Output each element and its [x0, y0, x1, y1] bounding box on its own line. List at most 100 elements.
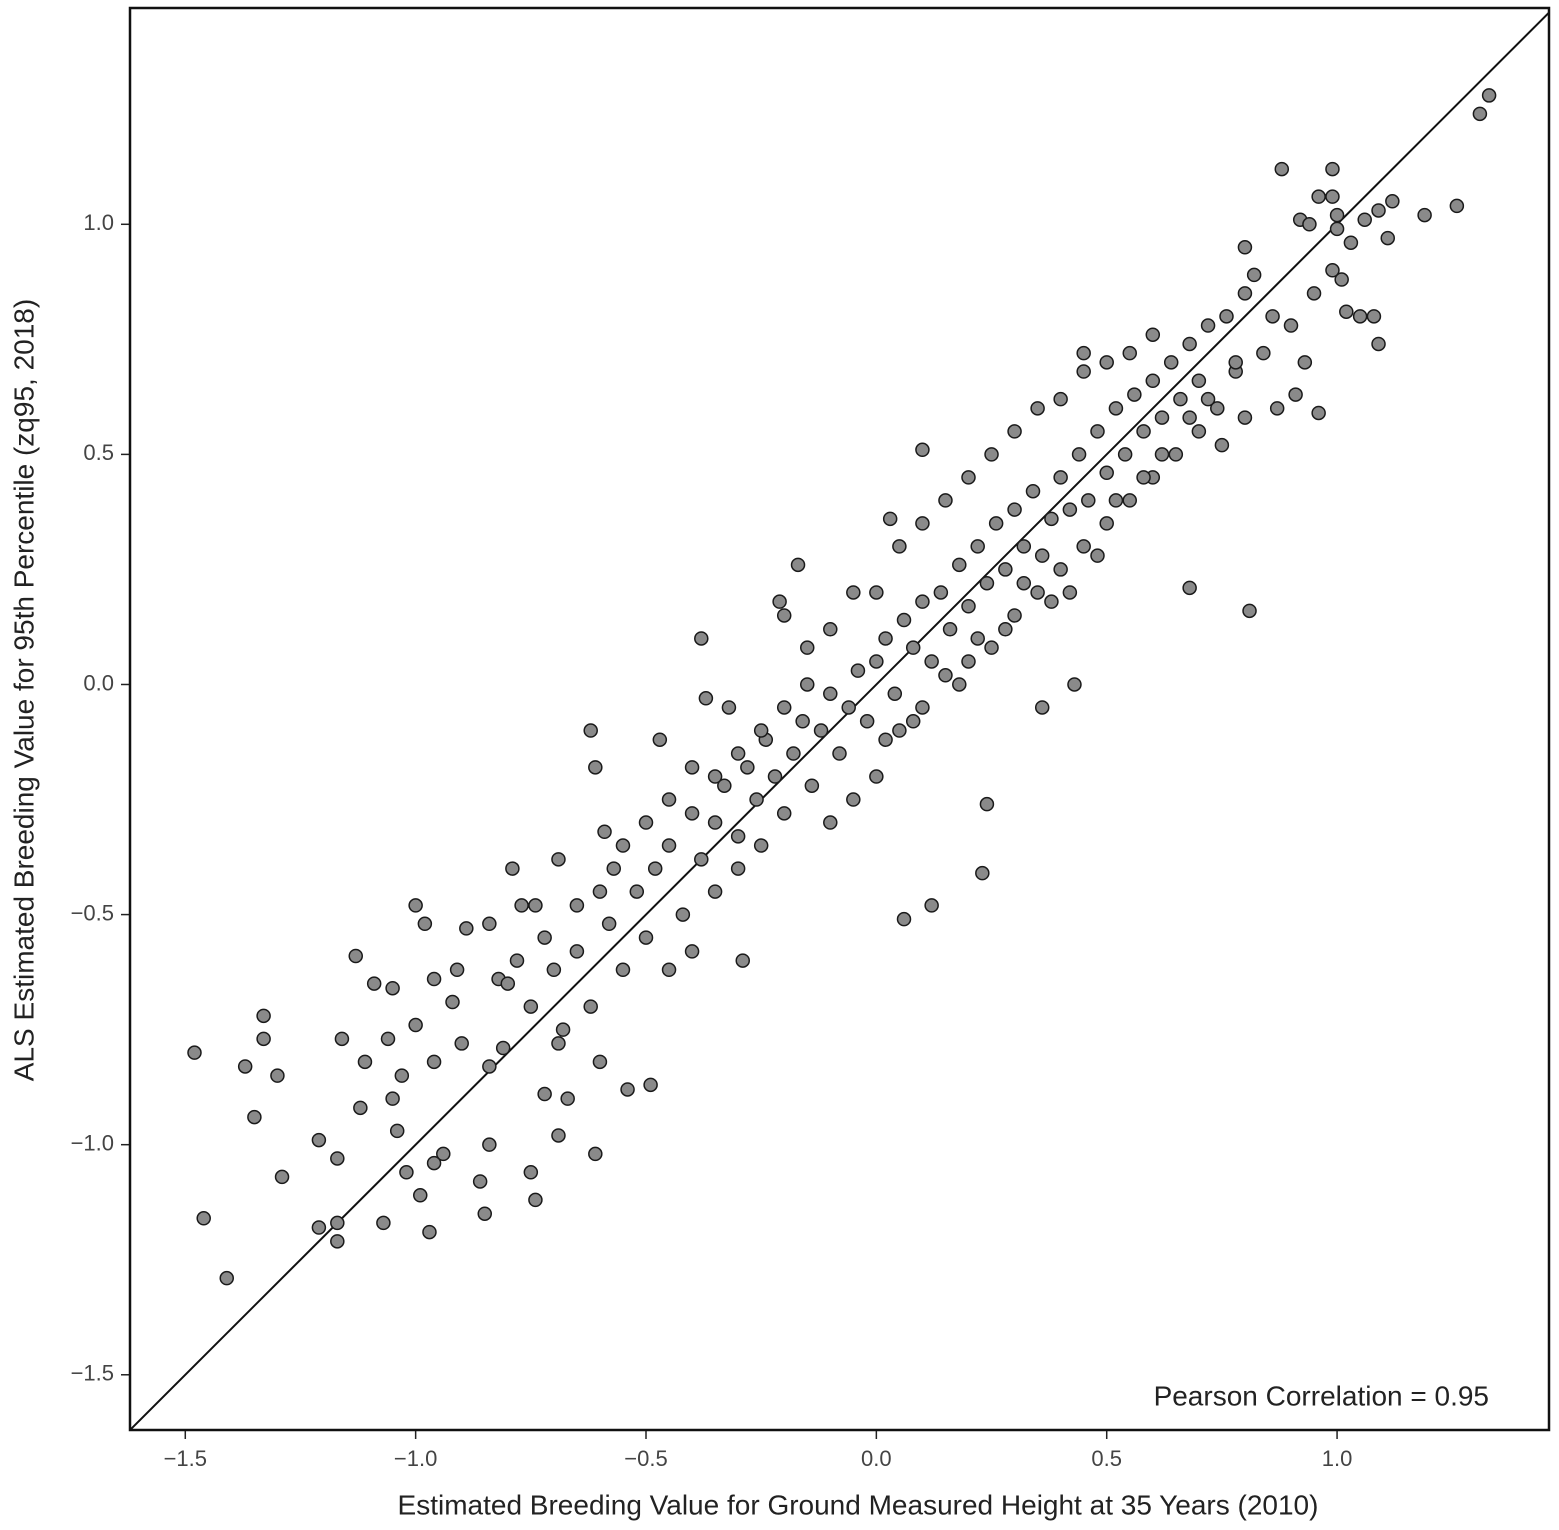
- point: [961, 599, 976, 614]
- point: [1311, 189, 1326, 204]
- point: [776, 608, 792, 623]
- point: [1297, 355, 1313, 370]
- point: [408, 1017, 423, 1033]
- x-axis-title: Estimated Breeding Value for Ground Meas…: [398, 1489, 1319, 1520]
- point: [1237, 286, 1253, 301]
- point: [1242, 603, 1257, 619]
- y-tick-label: −0.5: [71, 900, 114, 925]
- point: [1283, 318, 1299, 333]
- point: [256, 1031, 271, 1047]
- point: [1030, 401, 1045, 416]
- point: [477, 1206, 492, 1221]
- point: [795, 714, 810, 729]
- point: [505, 861, 520, 876]
- point: [1062, 502, 1078, 517]
- point: [988, 516, 1004, 531]
- point: [560, 1091, 575, 1106]
- point: [1076, 345, 1091, 361]
- point: [472, 1174, 488, 1189]
- point: [813, 723, 829, 738]
- point: [694, 852, 709, 867]
- point: [1237, 410, 1253, 425]
- point: [1099, 516, 1114, 531]
- y-tick-label: 1.0: [83, 210, 114, 235]
- point: [905, 640, 921, 655]
- point: [896, 911, 912, 927]
- point: [749, 792, 764, 807]
- point: [436, 1146, 451, 1162]
- point: [675, 907, 691, 922]
- point: [1200, 391, 1216, 407]
- point: [569, 944, 585, 959]
- point: [979, 575, 995, 591]
- y-tick-label: 0.5: [83, 440, 114, 465]
- point: [1306, 286, 1322, 301]
- point: [647, 861, 663, 876]
- point: [445, 994, 460, 1010]
- point: [1237, 240, 1253, 255]
- point: [869, 585, 884, 600]
- point: [1311, 405, 1326, 421]
- point: [730, 829, 746, 844]
- point: [970, 539, 985, 554]
- point: [823, 622, 838, 637]
- point: [537, 1086, 552, 1102]
- point: [1136, 470, 1151, 485]
- point: [1099, 355, 1114, 370]
- point: [426, 1054, 442, 1070]
- point: [1044, 511, 1059, 527]
- point: [1288, 387, 1303, 402]
- point: [1366, 309, 1382, 324]
- point: [1007, 424, 1022, 439]
- point: [1302, 217, 1317, 232]
- point: [187, 1045, 202, 1060]
- point: [1154, 410, 1170, 425]
- point: [274, 1169, 290, 1185]
- point: [588, 1146, 603, 1162]
- point: [684, 944, 700, 959]
- point: [1339, 304, 1354, 319]
- point: [357, 1054, 373, 1070]
- point: [1025, 483, 1041, 499]
- point: [1099, 465, 1114, 481]
- point: [1081, 493, 1096, 508]
- point: [376, 1215, 391, 1231]
- point: [454, 1036, 469, 1051]
- point: [426, 1155, 442, 1171]
- point: [638, 930, 654, 945]
- point: [551, 852, 566, 867]
- point: [389, 1123, 405, 1139]
- point: [915, 516, 930, 531]
- point: [1269, 401, 1285, 416]
- point: [330, 1234, 345, 1249]
- point: [413, 1188, 428, 1203]
- point: [426, 971, 442, 987]
- point: [804, 778, 820, 793]
- point: [583, 999, 598, 1014]
- point: [528, 1192, 543, 1208]
- point: [924, 898, 939, 913]
- point: [887, 686, 903, 701]
- point: [1154, 447, 1170, 462]
- point: [1007, 608, 1022, 623]
- point: [694, 631, 709, 646]
- point: [721, 700, 737, 715]
- point: [1371, 203, 1386, 218]
- point: [523, 1165, 539, 1180]
- point: [366, 976, 382, 991]
- point: [422, 1224, 437, 1240]
- plot-area: [130, 11, 1549, 1430]
- point: [528, 898, 543, 913]
- point: [247, 1109, 262, 1125]
- point: [776, 700, 792, 715]
- point: [601, 916, 617, 932]
- point: [800, 677, 815, 692]
- point: [551, 1128, 566, 1143]
- y-tick-label: −1.5: [71, 1361, 114, 1386]
- point: [1191, 373, 1207, 389]
- point: [1481, 88, 1497, 103]
- point: [915, 594, 930, 609]
- point: [385, 1091, 400, 1106]
- point: [1371, 336, 1386, 352]
